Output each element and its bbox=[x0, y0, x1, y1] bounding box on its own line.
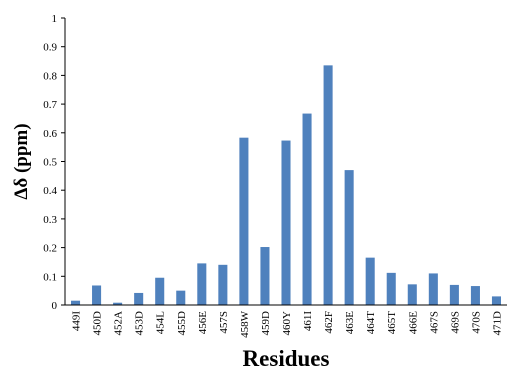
y-tick-label: 0.1 bbox=[43, 271, 57, 283]
x-category-label: 458W bbox=[239, 310, 251, 338]
y-tick-label: 1 bbox=[52, 13, 58, 25]
x-category-label: 470S bbox=[470, 311, 482, 334]
bar-460Y bbox=[281, 140, 291, 305]
bar-450D bbox=[92, 285, 102, 305]
bar-469S bbox=[449, 284, 459, 305]
x-category-label: 452A bbox=[113, 311, 125, 336]
bar-453D bbox=[134, 292, 144, 305]
x-category-label: 462F bbox=[323, 311, 335, 334]
x-category-label: 469S bbox=[449, 311, 461, 334]
bar-449I bbox=[70, 300, 81, 305]
bar-461I bbox=[302, 113, 312, 305]
x-category-label: 467S bbox=[428, 311, 440, 334]
x-category-label: 450D bbox=[92, 311, 104, 336]
y-tick-label: 0.6 bbox=[43, 128, 57, 140]
y-axis-title: Δδ (ppm) bbox=[11, 123, 32, 199]
bar-464T bbox=[365, 257, 375, 305]
y-tick-label: 0.2 bbox=[43, 243, 57, 255]
bar-465T bbox=[386, 272, 396, 305]
bar-456E bbox=[197, 263, 207, 305]
y-tick-label: 0.4 bbox=[43, 185, 57, 197]
y-tick-label: 0 bbox=[52, 300, 58, 312]
x-category-label: 461I bbox=[302, 311, 314, 332]
x-category-label: 460Y bbox=[281, 311, 293, 336]
y-tick-label: 0.8 bbox=[43, 70, 57, 82]
x-category-label: 465T bbox=[386, 311, 398, 335]
y-tick-label: 0.7 bbox=[43, 99, 57, 111]
bar-458W bbox=[239, 137, 249, 305]
bar-466E bbox=[407, 284, 417, 305]
x-category-label: 449I bbox=[71, 311, 83, 332]
bars-group bbox=[70, 65, 502, 305]
x-category-label: 456E bbox=[197, 311, 209, 335]
x-category-label: 464T bbox=[365, 311, 377, 335]
y-tick-label: 0.9 bbox=[43, 42, 57, 54]
bar-459D bbox=[260, 247, 270, 305]
x-category-label: 459D bbox=[260, 311, 272, 336]
x-category-label: 457S bbox=[218, 311, 230, 334]
y-axis-ticks: 0 0.1 0.2 0.3 0.4 0.5 0.6 0.7 0.8 0.9 1 bbox=[43, 13, 65, 312]
bar-462F bbox=[323, 65, 333, 305]
bar-471D bbox=[491, 296, 502, 305]
x-category-label: 455D bbox=[176, 311, 188, 336]
x-category-label: 466E bbox=[407, 311, 419, 335]
bar-452A bbox=[113, 302, 123, 305]
x-category-label: 463E bbox=[344, 311, 356, 335]
bar-467S bbox=[428, 273, 438, 305]
bar-455D bbox=[176, 290, 186, 305]
y-tick-label: 0.3 bbox=[43, 214, 57, 226]
x-category-label: 454L bbox=[155, 311, 167, 335]
x-axis-labels: 449I 450D 452A 453D 454L 455D 456E 457S 458W 459D… bbox=[71, 310, 504, 338]
bar-457S bbox=[218, 264, 228, 305]
x-category-label: 453D bbox=[134, 311, 146, 336]
x-axis-title: Residues bbox=[243, 346, 330, 371]
bar-463E bbox=[344, 170, 354, 305]
y-tick-label: 0.5 bbox=[43, 157, 57, 169]
bar-470S bbox=[470, 286, 480, 305]
x-category-label: 471D bbox=[491, 311, 503, 336]
bar-454L bbox=[155, 277, 165, 305]
